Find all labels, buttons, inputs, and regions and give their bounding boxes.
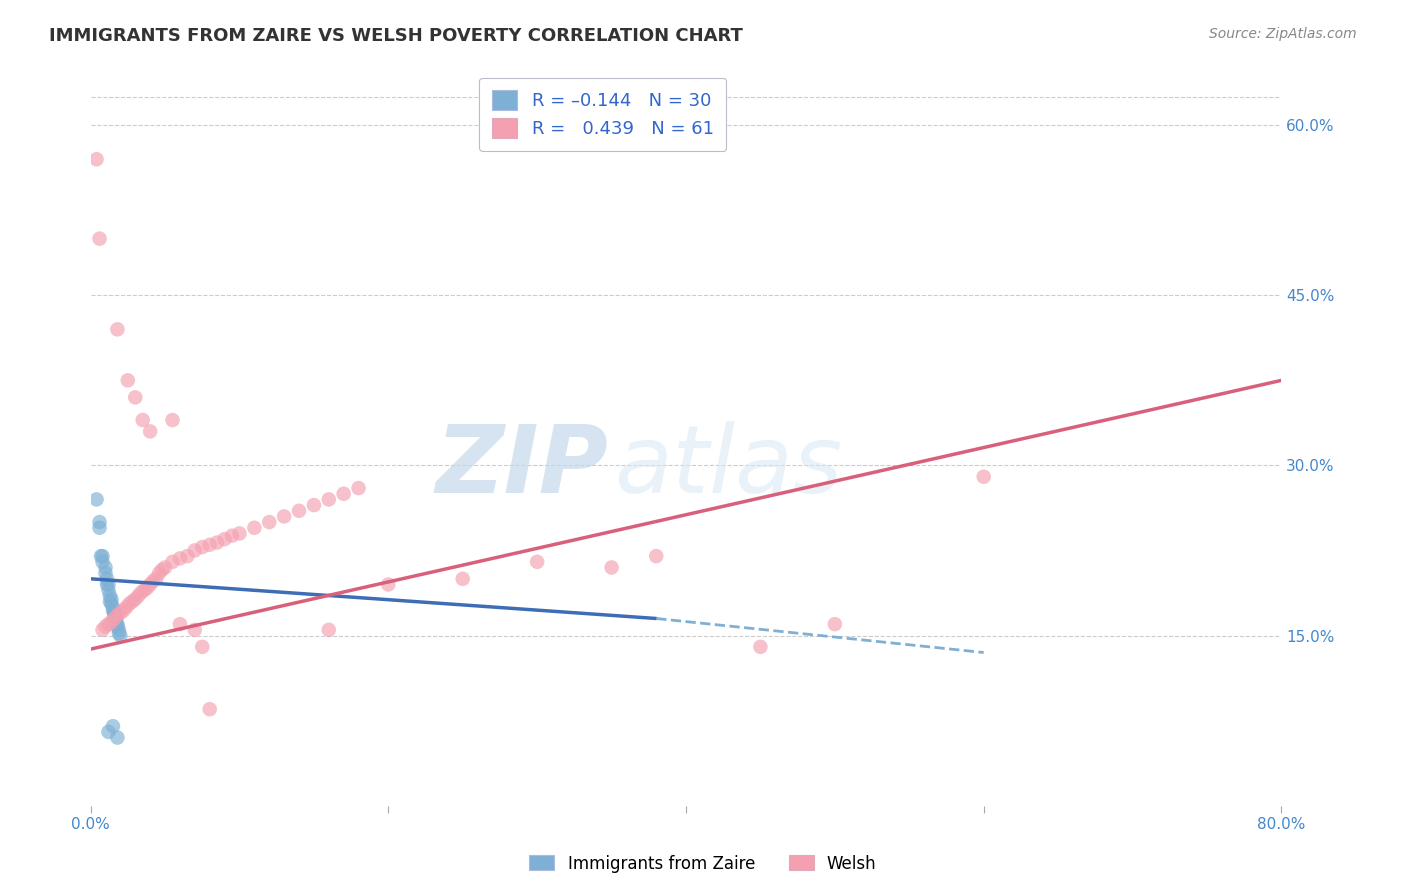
Point: [145, 572, 167, 586]
Point: [169, 551, 191, 566]
Point: [97, 577, 120, 591]
Point: [148, 566, 170, 581]
Point: [184, 543, 207, 558]
Point: [107, 731, 129, 745]
Point: [273, 509, 295, 524]
Point: [91, 623, 114, 637]
Text: ZIP: ZIP: [436, 420, 609, 513]
Point: [824, 617, 846, 632]
Point: [103, 611, 125, 625]
Point: [96, 572, 118, 586]
Point: [198, 538, 221, 552]
Point: [136, 581, 159, 595]
Point: [101, 600, 124, 615]
Point: [347, 481, 370, 495]
Point: [98, 589, 121, 603]
Legend: R = –0.144   N = 30, R =   0.439   N = 61: R = –0.144 N = 30, R = 0.439 N = 61: [479, 78, 725, 151]
Point: [288, 504, 311, 518]
Point: [86, 153, 108, 167]
Point: [90, 549, 112, 563]
Point: [257, 515, 280, 529]
Text: Source: ZipAtlas.com: Source: ZipAtlas.com: [1209, 27, 1357, 41]
Point: [107, 619, 129, 633]
Point: [139, 577, 162, 591]
Point: [108, 623, 131, 637]
Point: [86, 492, 108, 507]
Point: [91, 549, 114, 563]
Point: [162, 555, 184, 569]
Point: [332, 487, 354, 501]
Point: [117, 373, 139, 387]
Point: [205, 535, 228, 549]
Point: [214, 532, 236, 546]
Point: [318, 623, 340, 637]
Point: [110, 628, 132, 642]
Point: [169, 617, 191, 632]
Text: IMMIGRANTS FROM ZAIRE VS WELSH POVERTY CORRELATION CHART: IMMIGRANTS FROM ZAIRE VS WELSH POVERTY C…: [49, 27, 744, 45]
Point: [100, 615, 122, 629]
Point: [101, 719, 124, 733]
Point: [153, 560, 176, 574]
Point: [112, 603, 135, 617]
Point: [302, 498, 325, 512]
Point: [191, 640, 214, 654]
Point: [107, 608, 129, 623]
Point: [89, 521, 111, 535]
Point: [645, 549, 668, 563]
Point: [98, 594, 121, 608]
Point: [139, 425, 162, 439]
Point: [142, 574, 165, 588]
Point: [108, 626, 131, 640]
Point: [243, 521, 266, 535]
Point: [129, 585, 152, 599]
Point: [104, 611, 127, 625]
Point: [377, 577, 399, 591]
Point: [176, 549, 198, 563]
Point: [221, 529, 243, 543]
Point: [94, 619, 117, 633]
Point: [134, 583, 156, 598]
Point: [107, 322, 129, 336]
Point: [97, 583, 120, 598]
Point: [89, 515, 111, 529]
Point: [110, 606, 132, 620]
Point: [150, 563, 173, 577]
Point: [101, 603, 124, 617]
Point: [104, 615, 127, 629]
Point: [451, 572, 474, 586]
Text: atlas: atlas: [614, 421, 842, 512]
Point: [124, 390, 146, 404]
Point: [973, 469, 995, 483]
Point: [526, 555, 548, 569]
Point: [127, 589, 149, 603]
Point: [103, 608, 125, 623]
Point: [97, 725, 120, 739]
Point: [115, 600, 138, 615]
Point: [103, 606, 125, 620]
Point: [600, 560, 623, 574]
Point: [121, 594, 143, 608]
Point: [91, 555, 114, 569]
Point: [89, 232, 111, 246]
Point: [100, 597, 122, 611]
Point: [132, 413, 155, 427]
Point: [96, 577, 118, 591]
Point: [184, 623, 207, 637]
Point: [124, 592, 146, 607]
Point: [97, 617, 120, 632]
Point: [191, 540, 214, 554]
Point: [318, 492, 340, 507]
Point: [198, 702, 221, 716]
Point: [118, 597, 141, 611]
Point: [107, 617, 129, 632]
Point: [100, 592, 122, 607]
Point: [228, 526, 250, 541]
Point: [749, 640, 772, 654]
Legend: Immigrants from Zaire, Welsh: Immigrants from Zaire, Welsh: [523, 848, 883, 880]
Point: [94, 566, 117, 581]
Point: [94, 560, 117, 574]
Point: [162, 413, 184, 427]
